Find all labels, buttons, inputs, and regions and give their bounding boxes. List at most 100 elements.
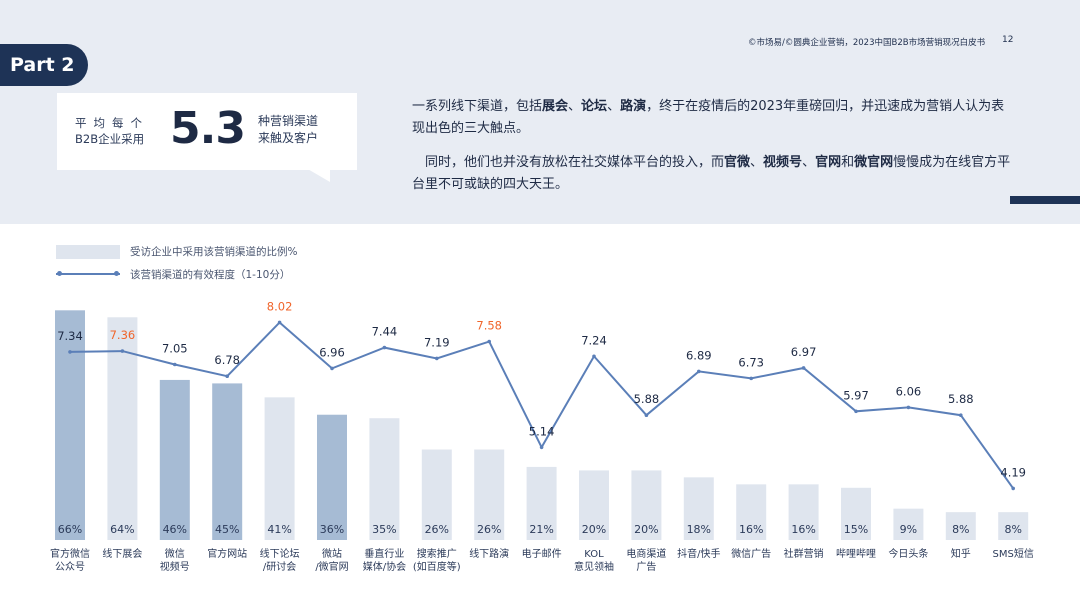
bar-2 bbox=[159, 379, 190, 540]
decorative-bar bbox=[1010, 196, 1080, 204]
category-label-10: KOL 意见领袖 bbox=[574, 549, 614, 573]
bar-6 bbox=[369, 418, 400, 540]
stat-callout-tail bbox=[306, 168, 330, 182]
bar-label-13: 16% bbox=[739, 523, 763, 536]
line-label-2: 7.05 bbox=[162, 342, 188, 356]
p1-bold-roadshow: 路演 bbox=[620, 99, 647, 114]
legend-bar-label: 受访企业中采用该营销渠道的比例% bbox=[130, 246, 298, 258]
bar-3 bbox=[212, 383, 243, 540]
p1-text-a: 一系列线下渠道，包括 bbox=[412, 99, 543, 114]
line-label-15: 5.97 bbox=[843, 388, 869, 402]
legend-line-dot-right bbox=[114, 271, 119, 276]
bar-4 bbox=[264, 397, 295, 540]
line-label-18: 4.19 bbox=[1000, 465, 1026, 479]
line-label-1: 7.36 bbox=[110, 328, 136, 342]
line-label-11: 5.88 bbox=[634, 392, 660, 406]
bar-label-17: 8% bbox=[952, 523, 969, 536]
line-point-1 bbox=[120, 349, 125, 353]
bar-label-4: 41% bbox=[267, 523, 291, 536]
bar-16 bbox=[893, 508, 924, 540]
line-label-5: 6.96 bbox=[319, 345, 345, 359]
line-point-17 bbox=[959, 413, 963, 418]
line-label-6: 7.44 bbox=[372, 325, 398, 339]
stat-left-line2: B2B企业采用 bbox=[75, 132, 145, 146]
category-label-2: 微信视频号 bbox=[160, 547, 190, 573]
p1-text-c: ，终于在疫情后的2023年重磅回归，并迅速成为营销人认为表现出色的三大触点。 bbox=[412, 99, 1005, 136]
paragraph-offline-channels: 一系列线下渠道，包括展会、论坛、路演，终于在疫情后的2023年重磅回归，并迅速成… bbox=[412, 96, 1012, 140]
p1-sep2: 、 bbox=[607, 99, 621, 114]
category-label-11: 电商渠道广告 bbox=[626, 547, 666, 573]
bar-label-1: 64% bbox=[110, 523, 134, 536]
p2-bold-channels: 视频号 bbox=[763, 155, 803, 170]
bar-label-0: 66% bbox=[58, 523, 82, 536]
line-label-4: 8.02 bbox=[267, 299, 293, 313]
bar-label-11: 20% bbox=[634, 523, 658, 536]
line-point-18 bbox=[1011, 486, 1015, 491]
bar-label-14: 16% bbox=[791, 523, 815, 536]
line-label-7: 7.19 bbox=[424, 335, 450, 349]
p2-sep1: 、 bbox=[750, 155, 764, 170]
bar-label-9: 21% bbox=[529, 523, 553, 536]
bar-10 bbox=[579, 470, 609, 540]
part-badge: Part 2 bbox=[0, 44, 88, 86]
legend-line-label: 该营销渠道的有效程度（1-10分） bbox=[130, 269, 291, 281]
line-point-3 bbox=[225, 374, 229, 379]
category-label-5: 微站/微官网 bbox=[315, 547, 348, 573]
line-point-2 bbox=[173, 362, 177, 367]
p2-text-a: 同时，他们也并没有放松在社交媒体平台的投入，而 bbox=[425, 155, 725, 170]
category-label-0: 官方微信公众号 bbox=[50, 547, 90, 573]
stat-right-line2: 来触及客户 bbox=[258, 131, 319, 145]
category-label-9: 电子邮件 bbox=[522, 547, 562, 560]
bar-5 bbox=[317, 414, 347, 540]
line-point-13 bbox=[749, 376, 753, 381]
line-point-6 bbox=[382, 345, 387, 350]
line-label-0: 7.34 bbox=[57, 329, 83, 343]
category-label-6: 垂直行业媒体/协会 bbox=[363, 547, 406, 573]
line-point-5 bbox=[330, 366, 334, 371]
category-label-15: 哔哩哔哩 bbox=[836, 547, 876, 560]
bar-label-3: 45% bbox=[215, 523, 239, 536]
p1-sep1: 、 bbox=[568, 99, 582, 114]
paragraph-social-media: 同时，他们也并没有放松在社交媒体平台的投入，而官微、视频号、官网和微官网慢慢成为… bbox=[412, 152, 1012, 196]
legend-line-dot-left bbox=[57, 271, 62, 276]
line-point-0 bbox=[68, 350, 72, 354]
category-label-17: 知乎 bbox=[951, 547, 971, 560]
line-point-15 bbox=[854, 409, 858, 414]
category-label-13: 微信广告 bbox=[731, 547, 771, 560]
bar-12 bbox=[683, 477, 714, 540]
bar-label-7: 26% bbox=[425, 523, 449, 536]
category-label-14: 社群营销 bbox=[784, 547, 824, 560]
line-label-10: 7.24 bbox=[581, 333, 607, 347]
bar-label-8: 26% bbox=[477, 523, 501, 536]
bar-14 bbox=[788, 484, 819, 540]
line-point-8 bbox=[487, 339, 492, 344]
bar-label-18: 8% bbox=[1004, 523, 1021, 536]
page-number: 12 bbox=[1002, 35, 1014, 45]
source-note: ©市场易/©圆典企业营销，2023中国B2B市场营销现况白皮书 bbox=[748, 38, 986, 48]
bar-9 bbox=[526, 466, 557, 540]
legend-bar-swatch bbox=[56, 245, 120, 259]
line-point-11 bbox=[644, 413, 649, 418]
stat-right-text: 种营销渠道 来触及客户 bbox=[258, 113, 318, 147]
category-label-8: 线下路演 bbox=[469, 547, 509, 560]
line-point-16 bbox=[906, 405, 911, 410]
bar-label-16: 9% bbox=[900, 523, 917, 536]
category-label-3: 官方网站 bbox=[207, 547, 247, 560]
legend-line-swatch bbox=[56, 273, 120, 275]
category-label-18: SMS短信 bbox=[993, 547, 1034, 560]
p2-bold-micro-site: 微官网 bbox=[854, 155, 894, 170]
p2-sep2: 、 bbox=[802, 155, 816, 170]
stat-left-line1: 平均每个 bbox=[75, 116, 149, 130]
line-label-16: 6.06 bbox=[896, 384, 922, 398]
bar-11 bbox=[631, 470, 662, 540]
category-label-16: 今日头条 bbox=[888, 547, 928, 560]
bar-8 bbox=[474, 449, 505, 540]
category-label-1: 线下展会 bbox=[102, 547, 142, 560]
p1-bold-forum: 论坛 bbox=[581, 99, 608, 114]
line-point-7 bbox=[435, 356, 439, 361]
line-point-14 bbox=[801, 366, 806, 370]
p2-bold-official-wechat: 官微 bbox=[724, 155, 751, 170]
p2-bold-website: 官网 bbox=[815, 155, 842, 170]
bar-label-2: 46% bbox=[163, 523, 187, 536]
